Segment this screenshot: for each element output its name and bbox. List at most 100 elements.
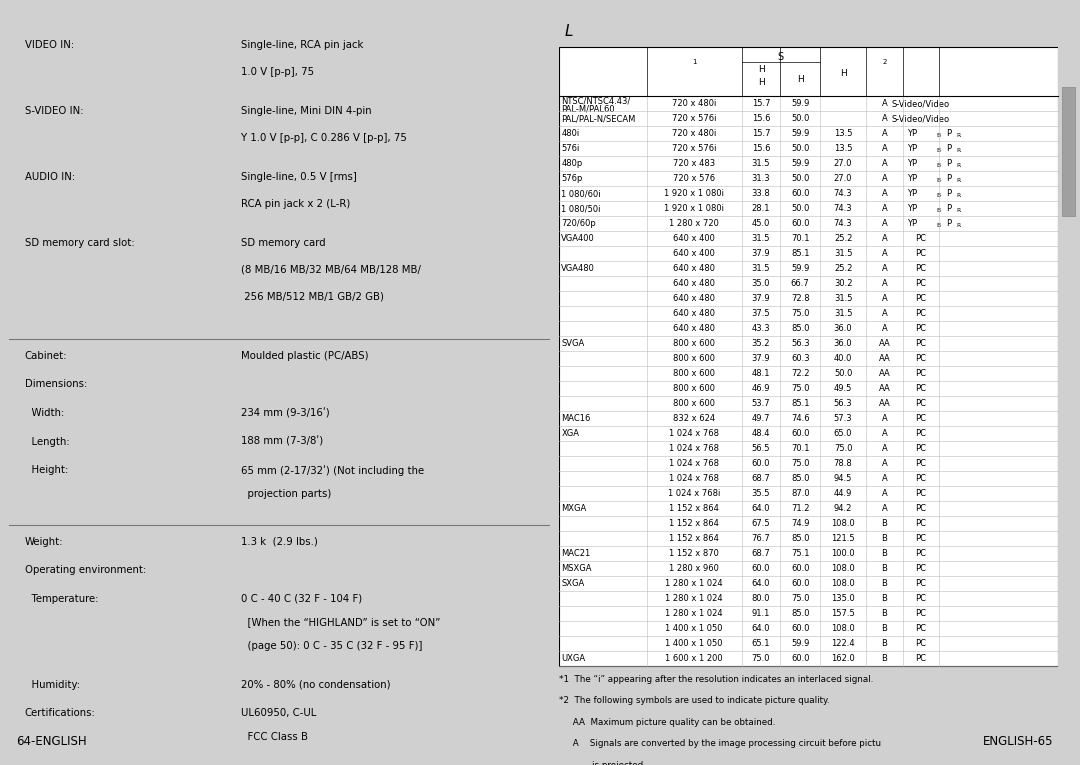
- Text: SD memory card: SD memory card: [241, 238, 325, 248]
- Text: A: A: [881, 504, 888, 513]
- Text: 46.9: 46.9: [752, 384, 770, 393]
- Text: 60.0: 60.0: [752, 459, 770, 468]
- Text: Y 1.0 V [p-p], C 0.286 V [p-p], 75: Y 1.0 V [p-p], C 0.286 V [p-p], 75: [241, 133, 407, 143]
- Text: 70.1: 70.1: [791, 444, 809, 453]
- Text: Single-line, 0.5 V [rms]: Single-line, 0.5 V [rms]: [241, 172, 356, 182]
- Text: PC: PC: [915, 459, 927, 468]
- Text: 94.2: 94.2: [834, 504, 852, 513]
- Text: 75.1: 75.1: [791, 549, 809, 558]
- Text: 59.9: 59.9: [791, 99, 809, 108]
- Text: 1 280 x 1 024: 1 280 x 1 024: [665, 609, 723, 618]
- Text: 234 mm (9-3/16ʹ): 234 mm (9-3/16ʹ): [241, 408, 329, 418]
- Text: 37.9: 37.9: [752, 249, 770, 258]
- Text: Single-line, Mini DIN 4-pin: Single-line, Mini DIN 4-pin: [241, 106, 372, 116]
- Text: PC: PC: [915, 295, 927, 303]
- Text: 60.0: 60.0: [791, 565, 809, 573]
- Text: P: P: [946, 129, 950, 138]
- Text: 1 920 x 1 080i: 1 920 x 1 080i: [664, 204, 725, 213]
- Text: 59.9: 59.9: [791, 264, 809, 273]
- Text: projection parts): projection parts): [241, 489, 332, 499]
- Text: 25.2: 25.2: [834, 264, 852, 273]
- Text: 74.3: 74.3: [834, 219, 852, 228]
- Text: 1 080/60i: 1 080/60i: [562, 189, 602, 198]
- Text: 70.1: 70.1: [791, 234, 809, 243]
- Text: PC: PC: [915, 504, 927, 513]
- Text: 74.3: 74.3: [834, 189, 852, 198]
- Text: 15.7: 15.7: [752, 99, 770, 108]
- Text: 35.0: 35.0: [752, 279, 770, 288]
- Text: 640 x 480: 640 x 480: [673, 309, 715, 318]
- Text: 1 024 x 768: 1 024 x 768: [670, 459, 719, 468]
- Text: 48.1: 48.1: [752, 369, 770, 378]
- Text: B: B: [881, 549, 888, 558]
- Text: 720 x 576: 720 x 576: [673, 174, 715, 183]
- Text: AA: AA: [879, 384, 890, 393]
- Text: 45.0: 45.0: [752, 219, 770, 228]
- Text: 31.5: 31.5: [752, 234, 770, 243]
- Text: 65 mm (2-17/32ʹ) (Not including the: 65 mm (2-17/32ʹ) (Not including the: [241, 465, 424, 476]
- Text: PC: PC: [915, 279, 927, 288]
- Text: 60.0: 60.0: [752, 565, 770, 573]
- Text: VGA400: VGA400: [562, 234, 595, 243]
- Text: 135.0: 135.0: [832, 594, 855, 603]
- Text: 85.0: 85.0: [791, 534, 809, 543]
- Text: A: A: [881, 429, 888, 438]
- Text: 480p: 480p: [562, 159, 583, 168]
- Text: Weight:: Weight:: [25, 537, 64, 547]
- Text: A: A: [881, 324, 888, 333]
- Text: 65.1: 65.1: [752, 640, 770, 648]
- Text: 72.8: 72.8: [791, 295, 810, 303]
- Text: P: P: [946, 204, 950, 213]
- Text: 1 400 x 1 050: 1 400 x 1 050: [665, 640, 723, 648]
- Text: Moulded plastic (PC/ABS): Moulded plastic (PC/ABS): [241, 351, 368, 361]
- Text: VIDEO IN:: VIDEO IN:: [25, 41, 73, 50]
- Text: 1 920 x 1 080i: 1 920 x 1 080i: [664, 189, 725, 198]
- Text: PC: PC: [915, 339, 927, 348]
- Text: A: A: [881, 489, 888, 498]
- Text: VGA480: VGA480: [562, 264, 595, 273]
- Text: 40.0: 40.0: [834, 354, 852, 363]
- Text: 85.0: 85.0: [791, 609, 809, 618]
- Text: PC: PC: [915, 549, 927, 558]
- Text: YP: YP: [907, 219, 917, 228]
- Text: 59.9: 59.9: [791, 129, 809, 138]
- Text: 60.0: 60.0: [791, 654, 809, 663]
- Text: B: B: [881, 640, 888, 648]
- Text: B: B: [936, 223, 941, 229]
- Text: 121.5: 121.5: [832, 534, 855, 543]
- Text: A: A: [881, 459, 888, 468]
- Text: PC: PC: [915, 640, 927, 648]
- Text: 56.5: 56.5: [752, 444, 770, 453]
- Text: B: B: [936, 178, 941, 184]
- Text: 640 x 480: 640 x 480: [673, 295, 715, 303]
- Text: 71.2: 71.2: [791, 504, 809, 513]
- Text: AA: AA: [879, 339, 890, 348]
- Text: 68.7: 68.7: [752, 474, 770, 483]
- Text: 78.8: 78.8: [834, 459, 852, 468]
- Text: Humidity:: Humidity:: [25, 680, 80, 690]
- Text: PC: PC: [915, 369, 927, 378]
- Text: Operating environment:: Operating environment:: [25, 565, 146, 575]
- Text: 60.0: 60.0: [791, 624, 809, 633]
- Text: B: B: [936, 148, 941, 154]
- Text: Height:: Height:: [25, 465, 68, 475]
- Text: (page 50): 0 C - 35 C (32 F - 95 F)]: (page 50): 0 C - 35 C (32 F - 95 F)]: [241, 641, 422, 651]
- Text: *2  The following symbols are used to indicate picture quality.: *2 The following symbols are used to ind…: [559, 696, 829, 705]
- Text: 66.7: 66.7: [791, 279, 810, 288]
- Text: P: P: [946, 219, 950, 228]
- Text: MAC21: MAC21: [562, 549, 591, 558]
- Text: R: R: [957, 178, 961, 184]
- Text: B: B: [881, 609, 888, 618]
- Text: 64.0: 64.0: [752, 579, 770, 588]
- Text: S-Video/Video: S-Video/Video: [892, 99, 949, 108]
- Text: PC: PC: [915, 354, 927, 363]
- Text: 85.0: 85.0: [791, 474, 809, 483]
- Text: 1.3 k  (2.9 lbs.): 1.3 k (2.9 lbs.): [241, 537, 318, 547]
- Text: 75.0: 75.0: [834, 444, 852, 453]
- Text: 60.0: 60.0: [791, 219, 809, 228]
- Text: 87.0: 87.0: [791, 489, 810, 498]
- Text: 832 x 624: 832 x 624: [673, 414, 715, 423]
- Text: B: B: [881, 594, 888, 603]
- Text: 1 024 x 768: 1 024 x 768: [670, 474, 719, 483]
- Text: A: A: [881, 309, 888, 318]
